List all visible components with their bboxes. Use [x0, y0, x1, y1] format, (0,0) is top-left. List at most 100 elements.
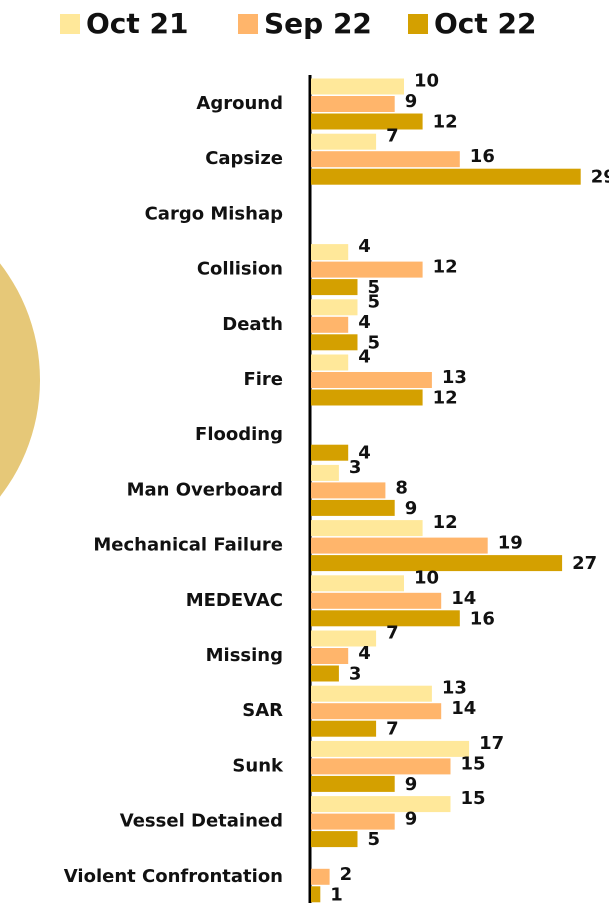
bar	[311, 78, 404, 95]
bar	[311, 261, 423, 278]
bar	[311, 703, 442, 720]
category-label: SAR	[242, 700, 283, 721]
bar	[311, 831, 358, 848]
bar	[311, 444, 349, 461]
value-label: 10	[414, 71, 439, 92]
value-label: 14	[451, 588, 476, 609]
bar	[311, 168, 581, 185]
bar	[311, 665, 339, 682]
bar	[311, 389, 423, 406]
value-label: 1	[330, 884, 343, 903]
bar	[311, 685, 432, 702]
value-label: 27	[572, 553, 597, 574]
category-label: Missing	[206, 645, 283, 666]
category-label: Fire	[243, 369, 283, 390]
legend-swatch	[238, 14, 258, 34]
legend-swatch	[408, 14, 428, 34]
value-label: 5	[368, 291, 381, 312]
bar	[311, 354, 349, 371]
bar	[311, 720, 377, 737]
value-label: 13	[442, 367, 467, 388]
bar	[311, 740, 470, 757]
value-label: 9	[405, 774, 418, 795]
value-label: 8	[395, 477, 408, 498]
bar	[311, 868, 330, 885]
category-label: Sunk	[232, 755, 284, 776]
value-label: 29	[591, 167, 609, 188]
bar	[311, 758, 451, 775]
bar	[311, 813, 395, 830]
bar	[311, 537, 488, 554]
value-label: 5	[368, 277, 381, 298]
value-label: 12	[433, 388, 458, 409]
value-label: 5	[368, 332, 381, 353]
bar	[311, 372, 432, 388]
value-label: 2	[340, 864, 353, 885]
bar	[311, 520, 423, 537]
bar	[311, 316, 349, 333]
value-label: 4	[358, 643, 371, 664]
value-label: 9	[405, 91, 418, 112]
bar	[311, 886, 321, 903]
value-label: 9	[405, 498, 418, 519]
category-label: Death	[222, 314, 283, 335]
value-label: 15	[461, 788, 486, 809]
legend-swatch	[60, 14, 80, 34]
value-label: 4	[358, 236, 371, 257]
bar	[311, 499, 395, 516]
value-label: 12	[433, 257, 458, 278]
value-label: 19	[498, 533, 523, 554]
value-label: 4	[358, 443, 371, 464]
bar	[311, 796, 451, 813]
value-label: 13	[442, 678, 467, 699]
bar	[311, 775, 395, 792]
category-label: Violent Confrontation	[64, 866, 283, 887]
bar	[311, 334, 358, 351]
bar	[311, 113, 423, 130]
bar	[311, 482, 386, 499]
category-label: Capsize	[205, 148, 283, 169]
value-label: 7	[386, 719, 399, 740]
category-label: Flooding	[195, 424, 283, 445]
category-label: MEDEVAC	[186, 590, 283, 611]
decor-circle	[0, 263, 40, 497]
value-label: 7	[386, 126, 399, 147]
legend-label: Oct 22	[434, 7, 537, 40]
category-label: Aground	[196, 93, 283, 114]
value-label: 3	[349, 457, 362, 478]
bar	[311, 151, 460, 168]
value-label: 17	[479, 733, 504, 754]
bar	[311, 244, 349, 261]
category-label: Cargo Mishap	[145, 203, 284, 224]
value-label: 16	[470, 608, 495, 629]
value-label: 4	[358, 312, 371, 333]
value-label: 12	[433, 512, 458, 533]
value-label: 3	[349, 664, 362, 685]
value-label: 5	[368, 829, 381, 850]
value-label: 9	[405, 809, 418, 830]
bar	[311, 630, 377, 647]
bar	[311, 648, 349, 664]
value-label: 16	[470, 146, 495, 167]
bar	[311, 96, 395, 112]
value-label: 10	[414, 567, 439, 588]
category-label: Man Overboard	[127, 479, 283, 500]
legend-label: Oct 21	[86, 7, 189, 40]
value-label: 14	[451, 698, 476, 719]
value-label: 7	[386, 623, 399, 644]
bar	[311, 299, 358, 316]
bar	[311, 555, 563, 572]
value-label: 4	[358, 347, 371, 368]
bar	[311, 575, 404, 592]
legend-label: Sep 22	[264, 7, 372, 40]
category-label: Vessel Detained	[120, 811, 283, 832]
bar	[311, 464, 339, 481]
category-label: Mechanical Failure	[93, 535, 283, 556]
value-label: 15	[461, 753, 486, 774]
bar	[311, 592, 442, 609]
value-label: 12	[433, 112, 458, 133]
bar	[311, 133, 377, 150]
category-label: Collision	[197, 259, 283, 280]
bar	[311, 279, 358, 296]
